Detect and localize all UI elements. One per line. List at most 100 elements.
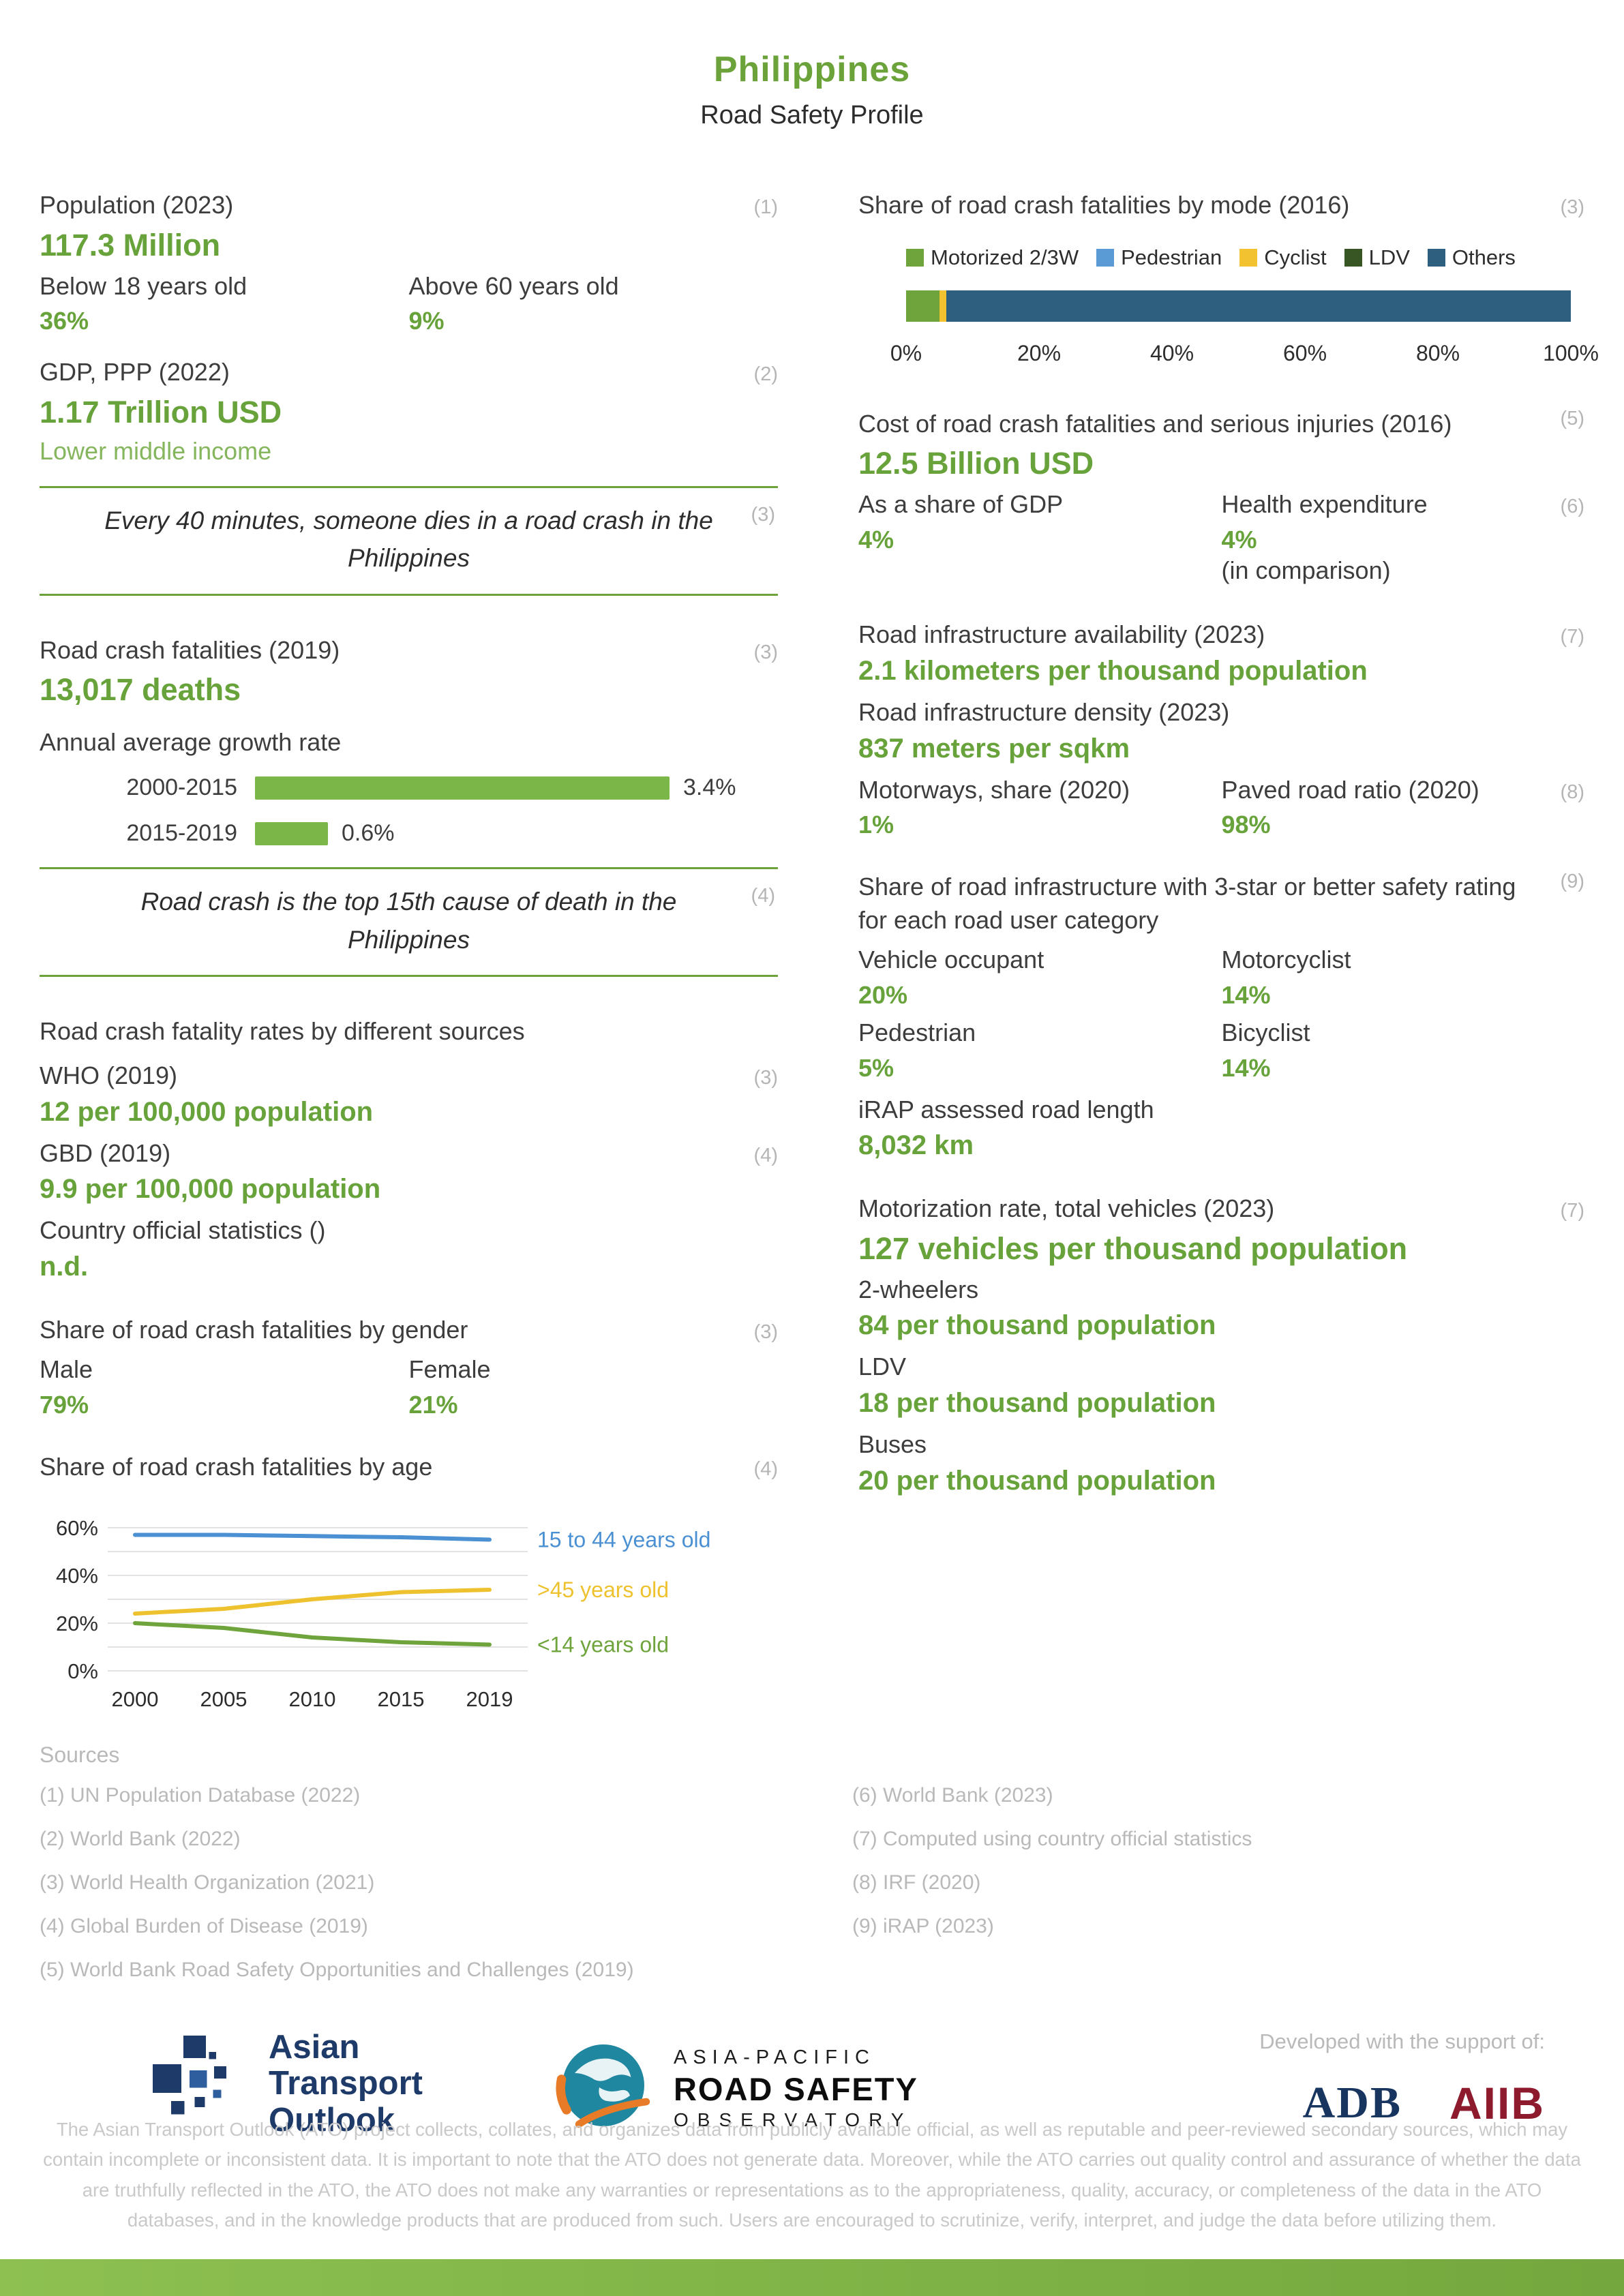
ref-marker: (4) [753,1144,778,1166]
legend-swatch [1239,248,1258,267]
ldv-label: LDV [858,1353,907,1381]
vehicle-occupant-label: Vehicle occupant [858,946,1044,974]
callout-top-cause: Road crash is the top 15th cause of deat… [40,867,778,978]
pedestrian-stat: Pedestrian 5% [858,1016,1222,1083]
health-expenditure-value: 4% [1221,525,1257,554]
callout-text: Road crash is the top 15th cause of deat… [140,888,677,954]
growth-bar [255,821,328,845]
health-expenditure-label: Health expenditure [1221,490,1428,519]
cost-gdp-share-value: 4% [858,525,894,554]
cost-gdp-share-stat: As a share of GDP 4% [858,488,1222,587]
legend-label: Others [1452,245,1516,269]
svg-text:40%: 40% [56,1564,98,1588]
bicyclist-stat: Bicyclist 14% [1222,1016,1585,1083]
pedestrian-label: Pedestrian [858,1018,976,1046]
svg-text:15 to 44 years old: 15 to 44 years old [537,1527,710,1552]
ref-marker: (6) [1560,496,1584,518]
sources-title: Sources [40,1742,120,1767]
two-wheelers-value: 84 per thousand population [858,1310,1216,1341]
motorways-label: Motorways, share (2020) [858,775,1130,804]
mode-share-section: Share of road crash fatalities by mode (… [858,189,1599,376]
legend-item: Others [1427,245,1516,270]
cost-value: 12.5 Billion USD [858,446,1094,481]
source-item: (8) IRF (2020) [852,1871,981,1894]
legend-item: Pedestrian [1096,245,1222,270]
callout-text: Every 40 minutes, someone dies in a road… [104,506,713,573]
mode-chart-axis: 0% 20% 40% 60% 80% 100% [890,340,1599,376]
fatalities-label: Road crash fatalities (2019) [40,635,340,664]
motorcyclist-value: 14% [1221,980,1271,1009]
motorways-value: 1% [858,811,894,839]
arso-word-line: OBSERVATORY [673,2109,913,2131]
infra-density-label: Road infrastructure density (2023) [858,697,1230,726]
ref-marker: (3) [753,1320,778,1343]
above-60-stat: Above 60 years old 9% [409,270,779,336]
population-value: 117.3 Million [40,227,221,262]
income-group: Lower middle income [40,436,272,465]
fatalities-section: Road crash fatalities (2019) (3) 13,017 … [40,634,778,708]
ref-marker: (7) [1560,1200,1584,1222]
bicyclist-label: Bicyclist [1221,1018,1310,1046]
growth-bar-row: 2015-2019 0.6% [101,820,778,847]
below-18-value: 36% [40,307,89,335]
ref-marker: (7) [1560,626,1584,648]
mode-bar-segment [939,290,946,322]
svg-text:20%: 20% [56,1612,98,1635]
cost-section: Cost of road crash fatalities and seriou… [858,408,1584,588]
svg-text:2005: 2005 [200,1687,247,1711]
growth-bar-category: 2015-2019 [126,820,237,847]
male-stat: Male 79% [40,1353,409,1419]
gender-title: Share of road crash fatalities by gender [40,1315,468,1344]
svg-text:2010: 2010 [289,1687,336,1711]
gdp-value: 1.17 Trillion USD [40,394,282,429]
irap-length-value: 8,032 km [858,1130,974,1161]
motorways-stat: Motorways, share (2020) 1% [858,774,1222,840]
source-item: (4) Global Burden of Disease (2019) [40,1914,368,1937]
vehicle-occupant-value: 20% [858,980,908,1009]
bicyclist-value: 14% [1221,1053,1271,1082]
official-stats-value: n.d. [40,1251,89,1282]
page-header: Philippines Road Safety Profile [40,49,1584,130]
sources-left-list: (1) UN Population Database (2022) (2) Wo… [40,1781,772,1999]
mode-axis-tick: 20% [1017,340,1062,365]
legend-label: Pedestrian [1121,245,1222,269]
buses-label: Buses [858,1430,927,1458]
source-item: (6) World Bank (2023) [852,1783,1053,1807]
age-chart-title: Share of road crash fatalities by age [40,1452,433,1481]
mode-axis-tick: 40% [1149,340,1194,365]
ref-marker: (9) [1560,871,1584,893]
ref-marker: (1) [753,196,778,218]
mode-bar-segment [946,290,1571,322]
left-column: Population (2023) (1) 117.3 Million Belo… [40,189,778,1718]
paved-road-label: Paved road ratio (2020) [1221,775,1479,804]
infra-availability-label: Road infrastructure availability (2023) [858,620,1265,649]
source-item: (9) iRAP (2023) [852,1914,994,1937]
motorization-section: Motorization rate, total vehicles (2023)… [858,1192,1584,1496]
male-value: 79% [40,1390,89,1419]
growth-bar [255,776,670,800]
callout-every-40-minutes: Every 40 minutes, someone dies in a road… [40,485,778,596]
mode-axis-tick: 100% [1543,340,1599,365]
mode-axis-tick: 80% [1415,340,1460,365]
age-section: Share of road crash fatalities by age (4… [40,1451,778,1718]
infra-density-value: 837 meters per sqkm [858,733,1130,764]
ref-marker: (8) [1560,781,1584,803]
ato-word-line: Outlook [269,2102,395,2139]
ref-marker: (5) [1560,407,1584,429]
fatality-rates-section: Road crash fatality rates by different s… [40,1015,778,1282]
source-item: (3) World Health Organization (2021) [40,1871,375,1894]
asian-transport-outlook-logo: Asian Transport Outlook [149,2029,423,2140]
population-label: Population (2023) [40,191,234,219]
who-value: 12 per 100,000 population [40,1096,374,1127]
sources-right-list: (6) World Bank (2023) (7) Computed using… [852,1781,1584,1999]
svg-text:<14 years old: <14 years old [537,1632,669,1657]
who-label: WHO (2019) [40,1061,178,1089]
right-column: Share of road crash fatalities by mode (… [858,189,1599,1718]
above-60-label: Above 60 years old [408,271,619,300]
fatalities-value: 13,017 deaths [40,672,241,708]
svg-text:2019: 2019 [466,1687,513,1711]
bottom-green-bar [0,2259,1624,2296]
below-18-label: Below 18 years old [40,271,247,300]
ref-marker: (3) [1560,196,1584,218]
road-safety-observatory-logo: ASIA-PACIFIC ROAD SAFETY OBSERVATORY [552,2036,918,2142]
